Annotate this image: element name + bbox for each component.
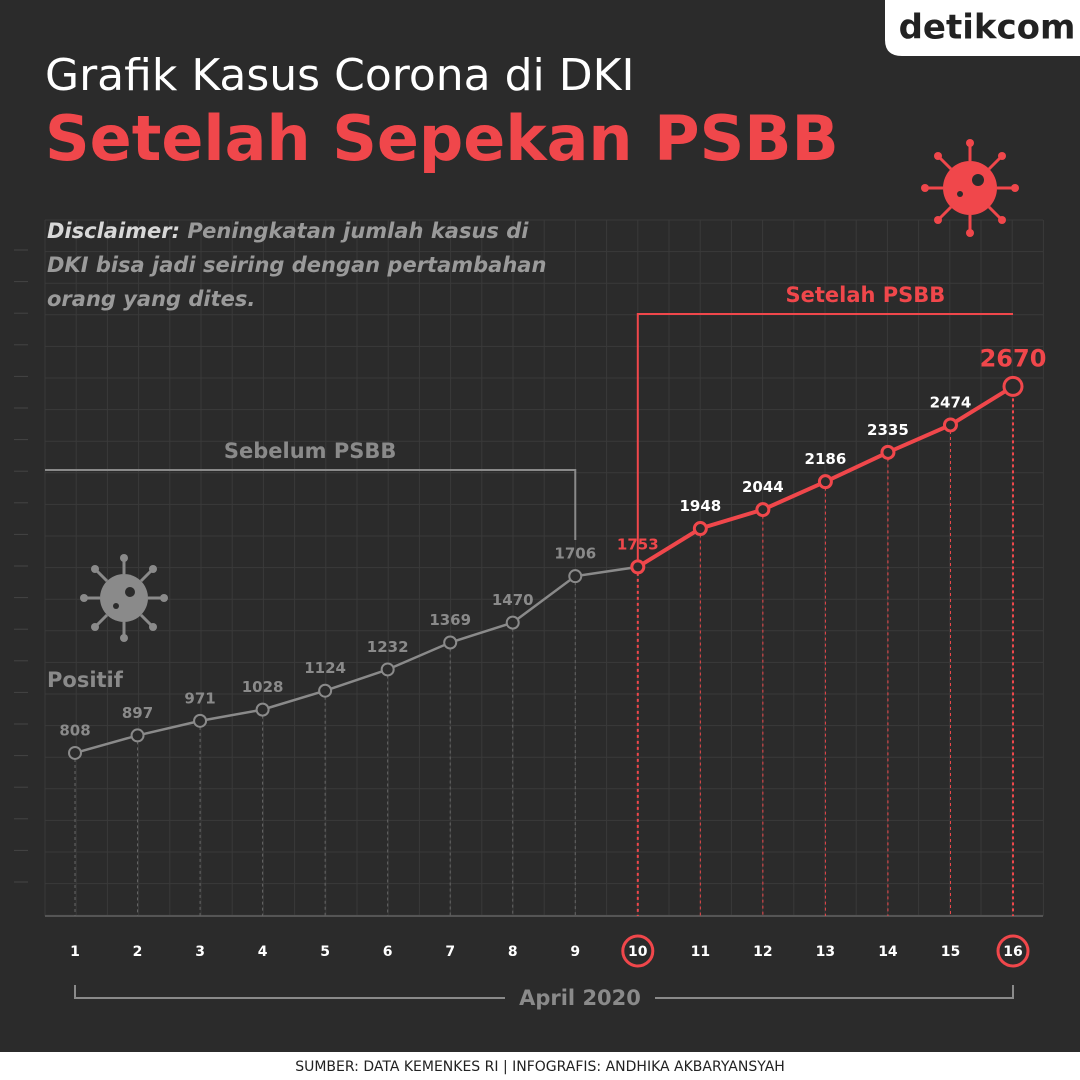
value-label: 808 [59, 721, 90, 739]
bracket-label: Setelah PSBB [785, 283, 945, 307]
series-line [74, 565, 638, 755]
x-axis-label: April 2020 [519, 986, 641, 1010]
point [193, 713, 208, 728]
value-label: 2186 [805, 450, 847, 468]
x-tick-label: 12 [753, 944, 772, 960]
chart-subtitle: Setelah Sepekan PSBB [45, 102, 839, 175]
value-label: 1124 [304, 659, 346, 677]
point [568, 569, 583, 584]
x-tick-label: 10 [628, 944, 648, 960]
point [380, 662, 395, 677]
x-tick-label: 6 [383, 944, 393, 960]
value-label: 1369 [429, 611, 471, 629]
value-label: 971 [184, 689, 215, 707]
x-tick-label: 13 [816, 944, 835, 960]
logo: detikcom [899, 8, 1076, 48]
virus-icon [921, 139, 1019, 237]
source: SUMBER: DATA KEMENKES RI | INFOGRAFIS: A… [295, 1059, 785, 1075]
point [68, 745, 82, 760]
bracket [45, 469, 577, 540]
x-tick-label: 4 [258, 944, 268, 960]
x-tick-label: 11 [691, 944, 710, 960]
tick-highlight [621, 934, 655, 968]
point [505, 615, 520, 630]
disclaimer-label: Disclaimer: [47, 219, 181, 243]
tick-highlight [996, 934, 1030, 968]
point [318, 683, 333, 698]
point [880, 444, 896, 460]
x-tick-label: 8 [508, 944, 518, 960]
disclaimer-text: Peningkatan jumlah kasus di DKI bisa jad… [47, 219, 547, 311]
x-tick-label: 15 [941, 944, 960, 960]
value-label: 1470 [492, 591, 534, 609]
value-label: 2670 [980, 344, 1047, 372]
logo-box [885, 0, 1080, 56]
x-tick-label: 2 [133, 944, 143, 960]
point [755, 502, 771, 518]
value-label: 2335 [867, 421, 909, 439]
x-tick-label: 1 [70, 944, 80, 960]
value-label: 897 [122, 704, 153, 722]
x-tick-label: 7 [445, 944, 455, 960]
y-axis-label: Positif [47, 668, 124, 692]
x-tick-label: 3 [195, 944, 205, 960]
point [692, 521, 708, 537]
footer-bar [0, 1052, 1080, 1080]
value-label: 2474 [930, 393, 972, 411]
x-tick-label: 5 [320, 944, 330, 960]
value-label: 1232 [367, 638, 409, 656]
x-tick-label: 9 [570, 944, 580, 960]
grid [14, 219, 1044, 916]
point [942, 417, 958, 433]
value-label: 1028 [242, 678, 284, 696]
point [1002, 375, 1024, 397]
chart-title: Grafik Kasus Corona di DKI [45, 50, 634, 101]
bracket-label: Sebelum PSBB [224, 439, 397, 463]
x-tick-label: 14 [878, 944, 898, 960]
point [130, 728, 145, 743]
x-bracket [74, 985, 1014, 999]
point [630, 559, 646, 575]
point [817, 474, 833, 490]
x-tick-label: 16 [1003, 944, 1022, 960]
value-label: 2044 [742, 478, 784, 496]
bracket [636, 313, 1013, 561]
point [443, 635, 458, 650]
point [255, 702, 270, 717]
disclaimer: Disclaimer: Peningkatan jumlah kasus di … [47, 214, 547, 316]
value-label: 1753 [617, 535, 659, 553]
virus-icon [80, 554, 168, 642]
value-label: 1706 [554, 545, 596, 563]
value-label: 1948 [679, 497, 721, 515]
